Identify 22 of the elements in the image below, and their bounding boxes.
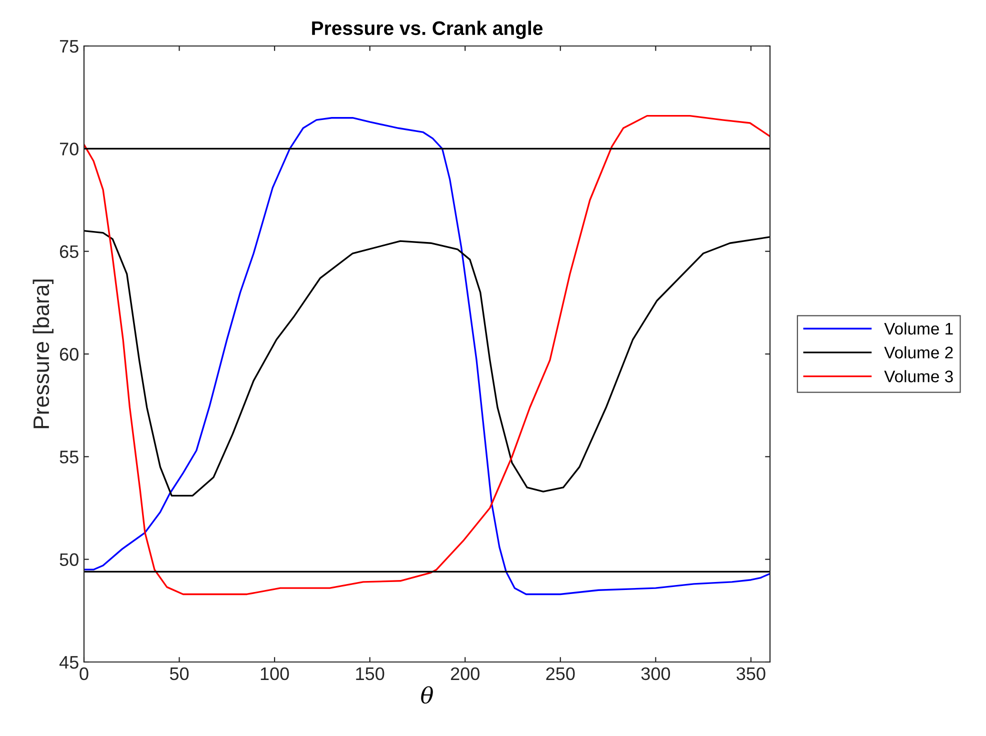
legend-label: Volume 2 — [884, 346, 953, 358]
x-tick-label: 200 — [450, 667, 480, 680]
y-tick-label: 45 — [59, 656, 78, 669]
legend-label: Volume 1 — [884, 322, 953, 335]
y-tick-label: 55 — [60, 450, 78, 464]
y-axis-title: Pressure [bara] — [32, 280, 54, 428]
x-tick-label: 150 — [356, 667, 384, 680]
y-tick-label: 75 — [60, 40, 78, 53]
y-tick-label: 60 — [60, 348, 78, 361]
x-tick-label: 250 — [546, 667, 575, 680]
y-tick-label: 65 — [60, 245, 78, 258]
x-axis-title: θ — [421, 686, 433, 704]
x-tick-label: 50 — [170, 667, 189, 680]
y-tick-label: 50 — [60, 553, 78, 566]
x-tick-label: 0 — [80, 667, 88, 680]
chart-title: Pressure vs. Crank angle — [312, 20, 543, 40]
x-tick-label: 300 — [641, 667, 670, 680]
y-tick-label: 70 — [60, 142, 78, 156]
legend-label: Volume 3 — [884, 370, 953, 382]
x-tick-label: 350 — [736, 667, 766, 680]
line-series — [84, 230, 770, 497]
x-tick-label: 100 — [260, 667, 289, 680]
